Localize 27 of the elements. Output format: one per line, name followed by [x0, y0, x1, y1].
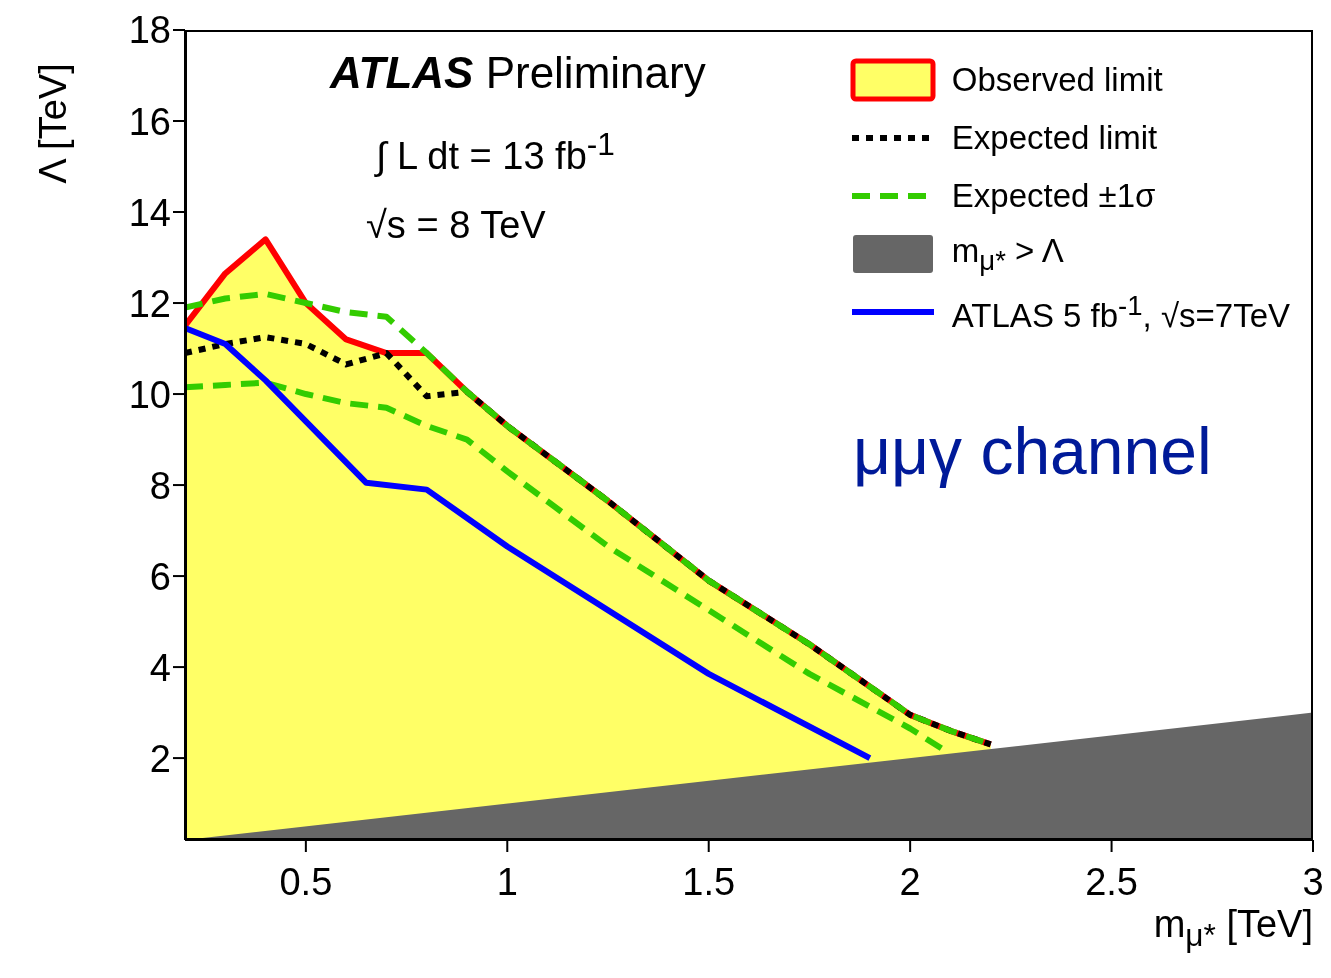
x-tick-label: 1.5: [682, 860, 736, 903]
legend-label: ATLAS 5 fb$^{-1}$, √s=7TeV: [951, 289, 1290, 335]
annotation: μμγ channel: [853, 414, 1212, 488]
y-tick-label: 6: [149, 555, 171, 598]
x-tick-label: 2: [899, 860, 921, 903]
chart-title: ATLAS: [330, 48, 474, 97]
annotation: √s = 8 TeV: [366, 204, 546, 246]
legend-label: Expected ±1σ: [951, 177, 1156, 215]
y-tick-label: 12: [128, 282, 171, 325]
legend-label: m$_{μ*}$ > Λ: [951, 231, 1064, 277]
x-tick-label: 3: [1302, 860, 1324, 903]
y-tick-label: 10: [128, 373, 171, 416]
x-tick-label: 2.5: [1085, 860, 1138, 903]
y-tick-label: 4: [149, 646, 171, 689]
y-tick-label: 2: [149, 737, 171, 780]
chart-subtitle: Preliminary: [485, 48, 706, 97]
y-tick-label: 14: [128, 191, 171, 234]
x-tick-label: 0.5: [279, 860, 333, 903]
x-tick-label: 1: [496, 860, 518, 903]
y-tick-label: 16: [128, 100, 171, 143]
legend-label: Observed limit: [951, 61, 1163, 99]
annotation: ∫ L dt = 13 fb$^{-1}$: [376, 126, 615, 177]
y-axis-title: Λ [TeV]: [31, 62, 74, 184]
y-tick-label: 8: [149, 464, 171, 507]
y-tick-label: 18: [128, 9, 171, 52]
legend-label: Expected limit: [951, 119, 1158, 157]
x-axis-title: m$_{μ*}$ [TeV]: [1153, 903, 1313, 953]
